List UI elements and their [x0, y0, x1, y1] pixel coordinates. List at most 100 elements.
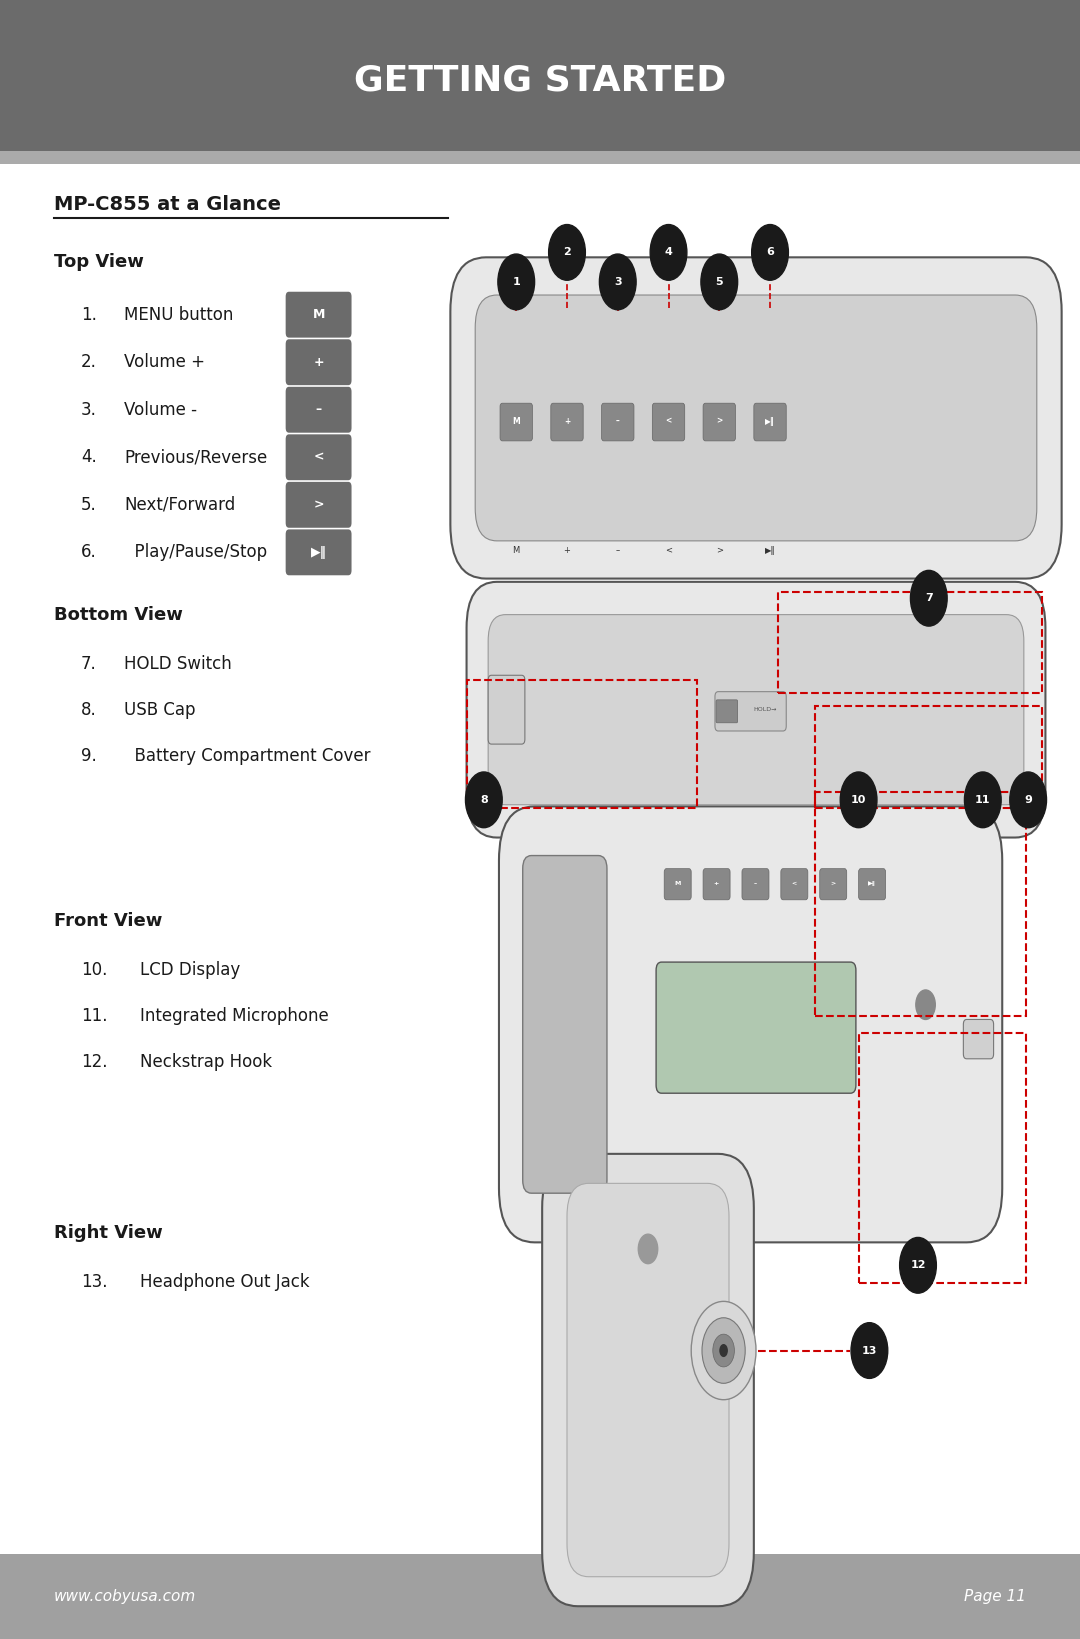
- Text: MP-C855 at a Glance: MP-C855 at a Glance: [54, 195, 281, 215]
- Text: 11.: 11.: [81, 1008, 108, 1024]
- FancyBboxPatch shape: [602, 403, 634, 441]
- Text: <: <: [665, 546, 672, 554]
- Text: 2.: 2.: [81, 354, 97, 370]
- Text: 13.: 13.: [81, 1274, 108, 1290]
- FancyBboxPatch shape: [285, 482, 351, 528]
- FancyBboxPatch shape: [285, 387, 351, 433]
- FancyBboxPatch shape: [754, 403, 786, 441]
- Text: Play/Pause/Stop: Play/Pause/Stop: [124, 544, 268, 561]
- Text: 10.: 10.: [81, 962, 107, 978]
- Text: 5.: 5.: [81, 497, 97, 513]
- Text: <: <: [665, 416, 672, 426]
- Text: Integrated Microphone: Integrated Microphone: [140, 1008, 329, 1024]
- Text: –: –: [754, 880, 756, 887]
- FancyBboxPatch shape: [488, 615, 1024, 805]
- Text: Volume +: Volume +: [124, 354, 205, 370]
- Circle shape: [549, 225, 585, 280]
- Circle shape: [910, 570, 947, 626]
- Text: >: >: [313, 498, 324, 511]
- Circle shape: [691, 1301, 756, 1400]
- FancyBboxPatch shape: [859, 869, 886, 900]
- Circle shape: [650, 225, 687, 280]
- FancyBboxPatch shape: [703, 403, 735, 441]
- Text: HOLD Switch: HOLD Switch: [124, 656, 232, 672]
- Circle shape: [916, 990, 935, 1019]
- Text: 7.: 7.: [81, 656, 97, 672]
- Text: Top View: Top View: [54, 254, 144, 270]
- Text: Bottom View: Bottom View: [54, 606, 183, 623]
- Text: 12.: 12.: [81, 1054, 108, 1070]
- Text: 3: 3: [613, 277, 622, 287]
- Text: 2: 2: [563, 247, 571, 257]
- Text: +: +: [714, 880, 718, 887]
- Text: GETTING STARTED: GETTING STARTED: [354, 64, 726, 97]
- Circle shape: [900, 1237, 936, 1293]
- Circle shape: [638, 1234, 658, 1264]
- Text: ▶‖: ▶‖: [765, 546, 775, 554]
- Text: –: –: [616, 416, 620, 426]
- FancyBboxPatch shape: [742, 869, 769, 900]
- Text: M: M: [512, 416, 521, 426]
- FancyBboxPatch shape: [285, 339, 351, 385]
- Circle shape: [840, 772, 877, 828]
- Circle shape: [498, 254, 535, 310]
- FancyBboxPatch shape: [567, 1183, 729, 1577]
- Text: >: >: [716, 546, 723, 554]
- Text: –: –: [315, 403, 322, 416]
- Text: 3.: 3.: [81, 402, 97, 418]
- Text: M: M: [312, 308, 325, 321]
- FancyBboxPatch shape: [0, 1554, 1080, 1639]
- FancyBboxPatch shape: [285, 529, 351, 575]
- Text: 8: 8: [480, 795, 488, 805]
- Text: 11: 11: [975, 795, 990, 805]
- Text: 13: 13: [862, 1346, 877, 1355]
- Text: +: +: [564, 416, 570, 426]
- Circle shape: [752, 225, 788, 280]
- Text: Previous/Reverse: Previous/Reverse: [124, 449, 268, 465]
- FancyBboxPatch shape: [285, 434, 351, 480]
- Circle shape: [599, 254, 636, 310]
- Circle shape: [1010, 772, 1047, 828]
- Text: USB Cap: USB Cap: [124, 701, 195, 718]
- Text: 12: 12: [910, 1260, 926, 1270]
- FancyBboxPatch shape: [500, 403, 532, 441]
- Text: ▶‖: ▶‖: [867, 880, 876, 887]
- Text: <: <: [792, 880, 796, 887]
- Text: Right View: Right View: [54, 1224, 163, 1241]
- Text: Front View: Front View: [54, 913, 162, 929]
- FancyBboxPatch shape: [285, 292, 351, 338]
- Text: HOLD→: HOLD→: [753, 706, 777, 713]
- Text: <: <: [313, 451, 324, 464]
- Text: www.cobyusa.com: www.cobyusa.com: [54, 1588, 197, 1605]
- Text: 9.: 9.: [81, 747, 97, 764]
- Circle shape: [851, 1323, 888, 1378]
- Circle shape: [719, 1344, 728, 1357]
- Text: LCD Display: LCD Display: [140, 962, 241, 978]
- Text: Headphone Out Jack: Headphone Out Jack: [140, 1274, 310, 1290]
- FancyBboxPatch shape: [488, 675, 525, 744]
- FancyBboxPatch shape: [664, 869, 691, 900]
- Text: 4.: 4.: [81, 449, 97, 465]
- Text: Neckstrap Hook: Neckstrap Hook: [140, 1054, 272, 1070]
- FancyBboxPatch shape: [652, 403, 685, 441]
- FancyBboxPatch shape: [716, 700, 738, 723]
- Circle shape: [964, 772, 1001, 828]
- FancyBboxPatch shape: [523, 856, 607, 1193]
- Text: ▶‖: ▶‖: [311, 546, 326, 559]
- Text: 5: 5: [715, 277, 724, 287]
- Circle shape: [702, 1318, 745, 1383]
- Text: 4: 4: [664, 247, 673, 257]
- FancyBboxPatch shape: [963, 1019, 994, 1059]
- Circle shape: [713, 1334, 734, 1367]
- FancyBboxPatch shape: [467, 582, 1045, 838]
- Text: 6.: 6.: [81, 544, 97, 561]
- FancyBboxPatch shape: [542, 1154, 754, 1606]
- Text: >: >: [831, 880, 835, 887]
- Text: Volume -: Volume -: [124, 402, 198, 418]
- Text: –: –: [616, 546, 620, 554]
- Text: 9: 9: [1024, 795, 1032, 805]
- Circle shape: [465, 772, 502, 828]
- Text: +: +: [564, 546, 570, 554]
- FancyBboxPatch shape: [551, 403, 583, 441]
- FancyBboxPatch shape: [475, 295, 1037, 541]
